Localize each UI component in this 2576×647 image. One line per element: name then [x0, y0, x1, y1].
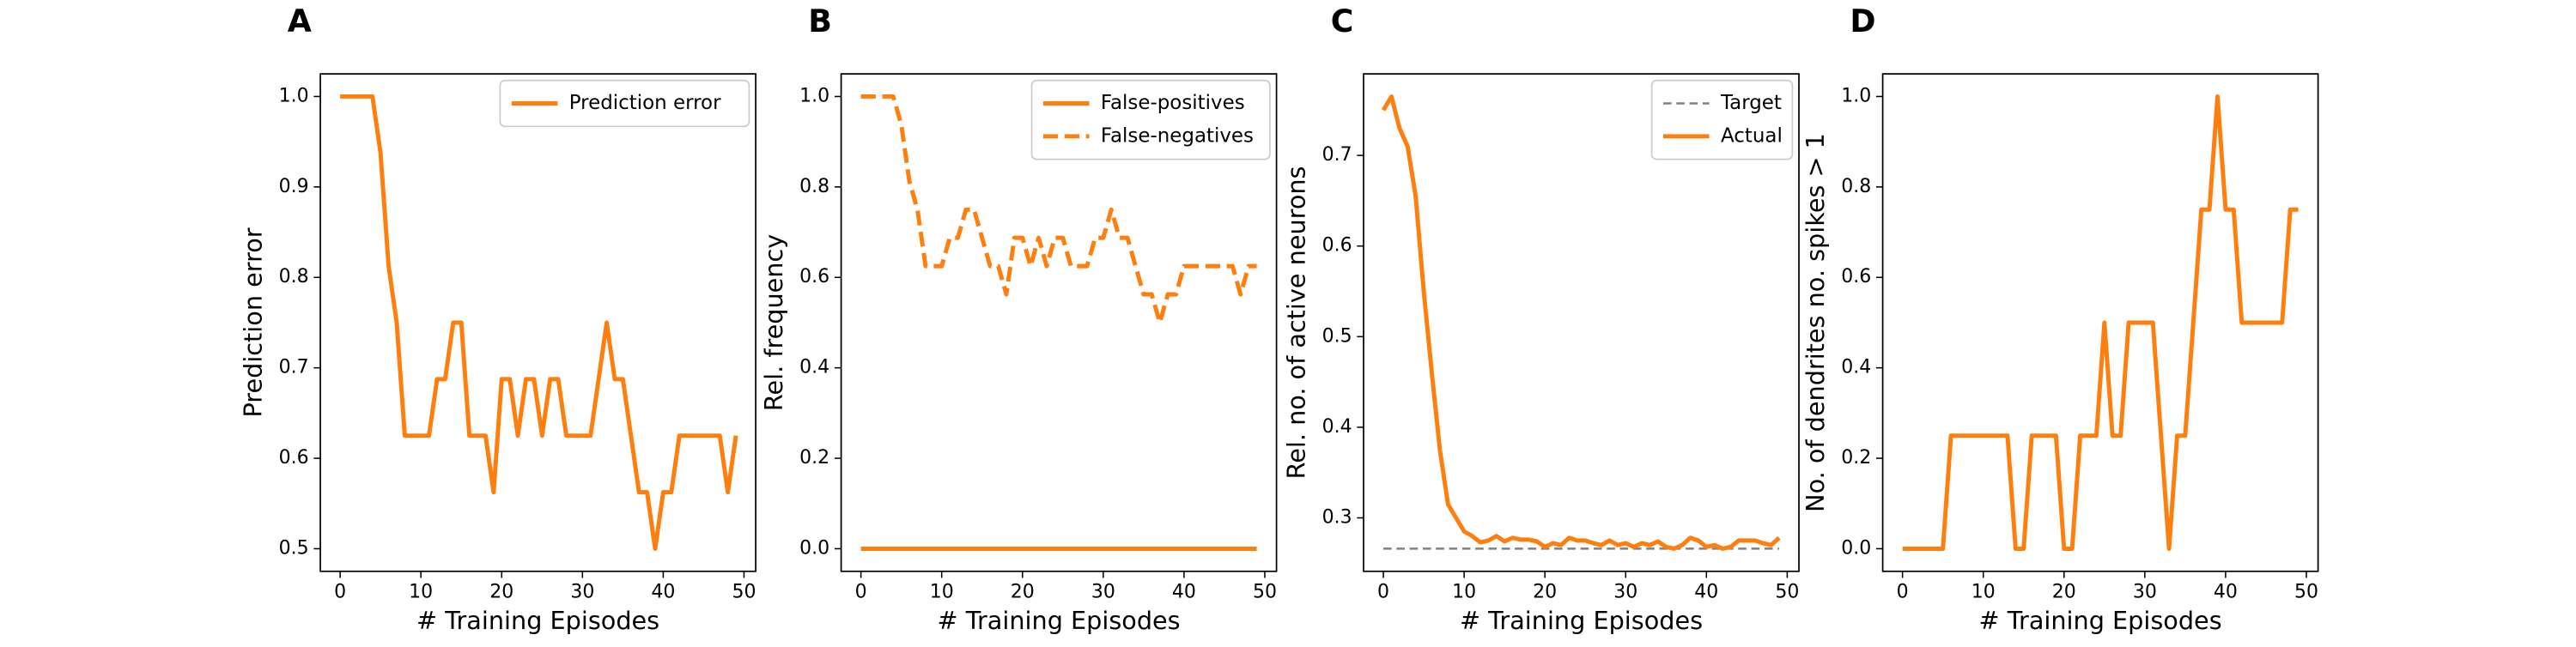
- legend-label: False-negatives: [1101, 124, 1254, 147]
- x-tick-label: 20: [1011, 582, 1035, 603]
- y-tick-label: 0.5: [279, 537, 309, 559]
- y-tick-label: 1.0: [1841, 85, 1871, 106]
- x-tick-label: 50: [732, 582, 756, 603]
- panel: A 0 10 20 30 40 50 0.5 0.6 0.7 0.8 0.9 1.0 # Training…: [239, 3, 756, 635]
- x-tick-label: 50: [2294, 582, 2318, 603]
- x-tick-label: 30: [1091, 582, 1115, 603]
- x-tick-label: 0: [1377, 582, 1389, 603]
- y-axis-label: Rel. no. of active neurons: [1281, 166, 1310, 479]
- x-tick-label: 0: [1897, 582, 1909, 603]
- plot-frame: [1881, 73, 2319, 572]
- legend-label: False-positives: [1101, 92, 1245, 114]
- x-tick-label: 50: [1253, 582, 1277, 603]
- plot-frame: [1363, 73, 1800, 572]
- y-axis-label: No. of dendrites no. spikes > 1: [1801, 133, 1830, 512]
- x-tick-label: 10: [1971, 582, 1996, 603]
- legend-label: Actual: [1721, 124, 1783, 147]
- x-tick-label: 20: [2052, 582, 2076, 603]
- y-tick-label: 0.7: [1322, 144, 1352, 166]
- x-tick-label: 30: [2133, 582, 2157, 603]
- y-tick-label: 0.8: [1841, 176, 1871, 197]
- x-axis-label: # Training Episodes: [938, 606, 1181, 635]
- y-tick-label: 0.6: [1841, 266, 1871, 287]
- x-tick-label: 50: [1775, 582, 1799, 603]
- x-tick-label: 10: [930, 582, 954, 603]
- y-tick-label: 0.4: [799, 357, 829, 378]
- y-tick-label: 0.2: [799, 447, 829, 469]
- legend-label: Prediction error: [569, 92, 721, 114]
- data-line: [1902, 94, 2299, 551]
- panel-label: A: [288, 3, 312, 39]
- x-tick-label: 10: [409, 582, 433, 603]
- y-tick-label: 1.0: [799, 85, 829, 106]
- x-tick-label: 30: [1613, 582, 1637, 603]
- y-tick-label: 0.0: [799, 537, 829, 559]
- data-line: [860, 94, 1257, 325]
- y-axis-label: Rel. frequency: [759, 234, 788, 411]
- x-axis-label: # Training Episodes: [1979, 606, 2222, 635]
- y-tick-label: 0.4: [1322, 416, 1352, 438]
- x-tick-label: 20: [1533, 582, 1557, 603]
- y-tick-label: 0.4: [1841, 357, 1871, 378]
- data-line: [340, 94, 738, 551]
- data-line: [1381, 94, 1781, 551]
- x-tick-label: 40: [1694, 582, 1718, 603]
- y-tick-label: 0.6: [1322, 235, 1352, 257]
- plot-frame: [840, 73, 1278, 572]
- legend-box: [1650, 79, 1794, 160]
- plot-frame: [319, 73, 756, 572]
- y-tick-label: 0.6: [279, 447, 309, 469]
- y-tick-label: 0.5: [1322, 325, 1352, 347]
- legend-box: [1030, 79, 1271, 160]
- legend-box: [499, 79, 750, 128]
- y-tick-label: 0.8: [799, 176, 829, 197]
- x-tick-label: 20: [489, 582, 513, 603]
- x-tick-label: 30: [570, 582, 594, 603]
- x-tick-label: 40: [651, 582, 675, 603]
- panel: C 0 10 20 30 40 50 0.3 0.4 0.5 0.6 0.7 # Training Ep…: [1281, 3, 1800, 635]
- y-axis-label: Prediction error: [239, 227, 268, 417]
- x-axis-label: # Training Episodes: [1460, 606, 1703, 635]
- y-tick-label: 0.8: [279, 266, 309, 287]
- panel: D 0 10 20 30 40 50 0.0 0.2 0.4 0.6 0.8 1.0 # Training…: [1801, 3, 2319, 635]
- x-tick-label: 0: [334, 582, 346, 603]
- panel: B 0 10 20 30 40 50 0.0 0.2 0.4 0.6 0.8 1.0 # Training…: [759, 3, 1278, 635]
- y-tick-label: 0.7: [279, 357, 309, 378]
- y-tick-label: 0.0: [1841, 537, 1871, 559]
- y-tick-label: 1.0: [279, 85, 309, 106]
- panel-label: C: [1331, 3, 1354, 39]
- x-tick-label: 40: [2214, 582, 2238, 603]
- y-tick-label: 0.9: [279, 176, 309, 197]
- y-tick-label: 0.2: [1841, 447, 1871, 469]
- y-tick-label: 0.3: [1322, 507, 1352, 529]
- panel-label: B: [808, 3, 832, 39]
- x-tick-label: 40: [1172, 582, 1196, 603]
- x-tick-label: 0: [855, 582, 867, 603]
- legend-label: Target: [1720, 92, 1782, 114]
- x-axis-label: # Training Episodes: [416, 606, 659, 635]
- y-tick-label: 0.6: [799, 266, 829, 287]
- panel-label: D: [1850, 3, 1875, 39]
- x-tick-label: 10: [1452, 582, 1476, 603]
